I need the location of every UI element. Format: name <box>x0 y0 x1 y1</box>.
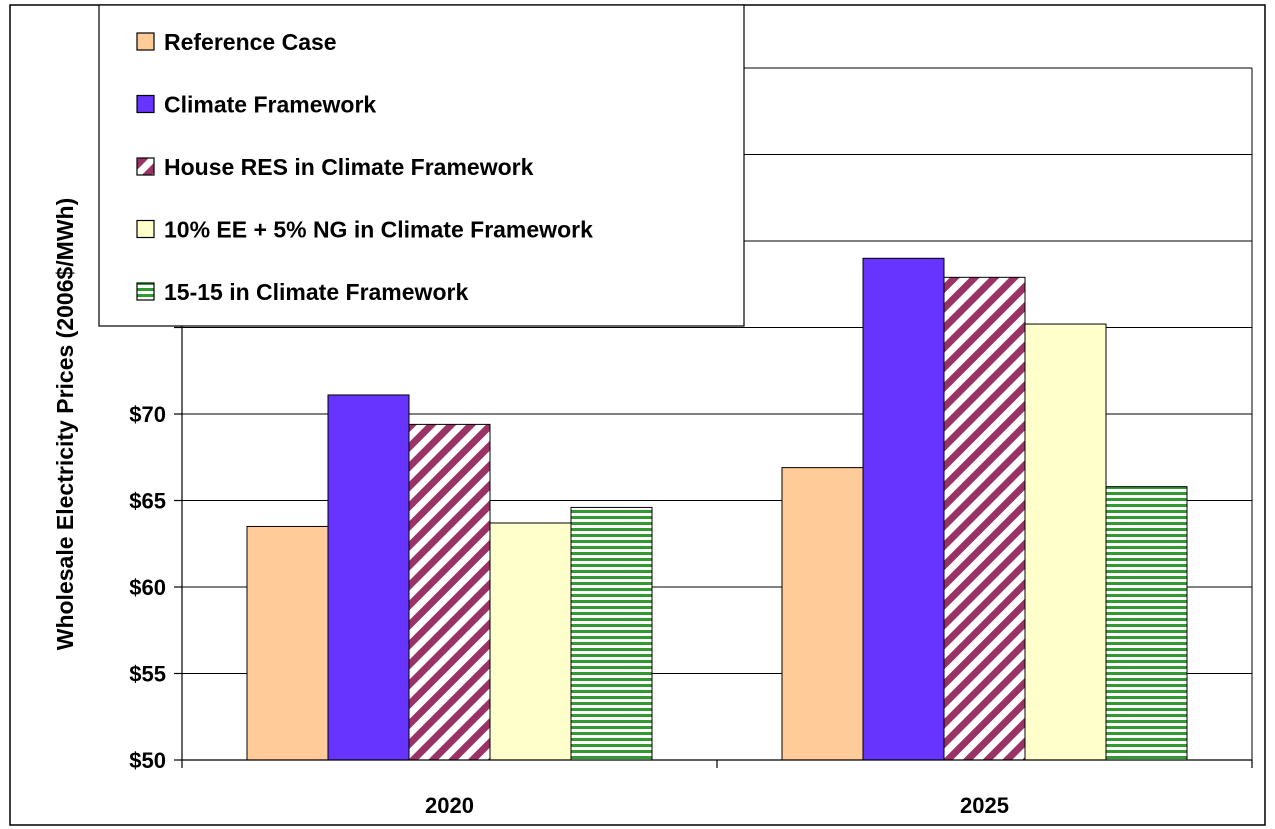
bar-2025-series-2 <box>943 276 1026 761</box>
bar-2025-series-3 <box>1024 323 1107 761</box>
x-category-labels: 2020 2025 <box>425 793 1009 818</box>
legend-entry-3: 10% EE + 5% NG in Climate Framework <box>164 217 593 243</box>
x-category-label-1: 2025 <box>960 793 1009 818</box>
bar-2020-series-0 <box>246 525 329 761</box>
bar-2025-series-0 <box>781 467 864 761</box>
legend-swatch-0 <box>136 32 155 51</box>
legend-swatch-2 <box>136 157 155 176</box>
bar-2020-series-2 <box>408 423 491 761</box>
legend-entry-4: 15-15 in Climate Framework <box>164 279 468 305</box>
y-tick-label-3: $65 <box>129 489 166 514</box>
y-tick-label-0: $50 <box>129 748 166 773</box>
y-tick-label-2: $60 <box>129 575 166 600</box>
y-tick-labels: $50 $55 $60 $65 $70 <box>129 402 166 773</box>
legend-swatch-3 <box>136 219 155 239</box>
bar-2020-series-1 <box>327 394 410 761</box>
bars <box>246 257 1188 761</box>
bar-2020-series-3 <box>489 522 572 761</box>
x-category-label-0: 2020 <box>425 793 474 818</box>
bar-2025-series-1 <box>862 257 945 761</box>
legend-box <box>98 4 745 327</box>
legend-entry-2: House RES in Climate Framework <box>164 154 534 180</box>
legend-swatch-4 <box>136 282 155 301</box>
bar-2020-series-4 <box>570 506 653 761</box>
y-tick-label-4: $70 <box>129 402 166 427</box>
legend-entry-1: Climate Framework <box>164 92 376 118</box>
y-axis-title: Wholesale Electricity Prices (2006$/MWh) <box>52 198 78 651</box>
legend-swatch-1 <box>136 94 155 114</box>
legend-entry-0: Reference Case <box>164 29 337 55</box>
bar-2025-series-4 <box>1105 486 1188 761</box>
y-tick-label-1: $55 <box>129 662 166 687</box>
legend: Reference Case Climate Framework House RES… <box>98 4 745 327</box>
